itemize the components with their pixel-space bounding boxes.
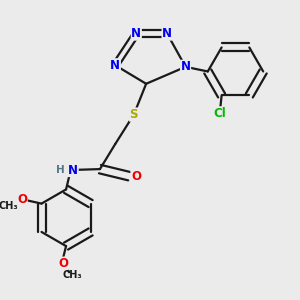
Text: S: S [130, 108, 138, 121]
Text: N: N [181, 60, 190, 73]
Text: CH₃: CH₃ [62, 270, 82, 280]
Text: N: N [162, 27, 172, 40]
Text: Cl: Cl [214, 107, 226, 120]
Text: CH₃: CH₃ [0, 201, 18, 211]
Text: N: N [131, 27, 141, 40]
Text: O: O [58, 257, 68, 270]
Text: O: O [17, 194, 27, 206]
Text: O: O [131, 170, 141, 183]
Text: N: N [110, 59, 120, 72]
Text: N: N [68, 164, 78, 176]
Text: H: H [56, 165, 64, 175]
